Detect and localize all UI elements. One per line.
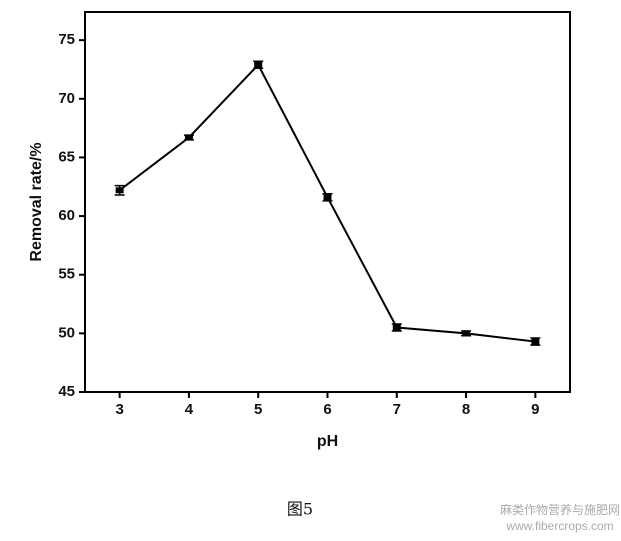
y-tick-label: 50 [58, 324, 75, 341]
data-point [531, 338, 540, 345]
x-tick-label: 8 [462, 401, 470, 418]
x-tick-label: 7 [393, 401, 401, 418]
x-axis-label: pH [317, 433, 338, 450]
x-tick-label: 3 [115, 401, 123, 418]
data-point [184, 134, 193, 141]
watermark: 麻类作物营养与施肥网 [500, 502, 620, 517]
data-point [392, 324, 401, 331]
data-point [254, 61, 263, 68]
y-tick-label: 65 [58, 148, 75, 165]
x-tick-label: 4 [185, 401, 194, 418]
x-tick-label: 9 [531, 401, 539, 418]
y-axis-label: Removal rate/% [28, 142, 45, 261]
y-tick-label: 55 [58, 266, 75, 283]
y-tick-label: 60 [58, 207, 75, 224]
data-line [119, 63, 536, 343]
plot-frame [84, 11, 571, 393]
data-point [323, 194, 332, 201]
x-tick-label: 6 [323, 401, 331, 418]
data-point [115, 187, 124, 194]
caption: 图5 [287, 500, 313, 519]
y-tick-label: 70 [58, 90, 75, 107]
y-tick-label: 45 [58, 383, 75, 400]
data-point [462, 330, 471, 337]
x-tick-label: 5 [254, 401, 262, 418]
y-tick-label: 75 [58, 31, 75, 48]
watermark: www.fibercrops.com [505, 519, 613, 533]
